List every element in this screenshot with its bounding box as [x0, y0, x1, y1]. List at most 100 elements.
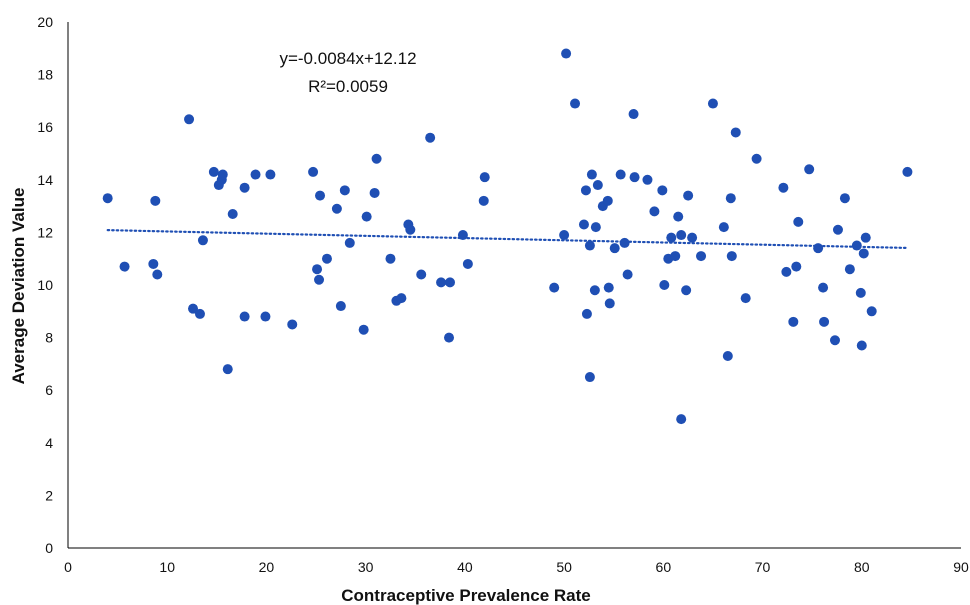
data-point: [740, 293, 751, 304]
data-point: [150, 195, 161, 206]
data-point: [788, 316, 799, 327]
data-point: [315, 190, 326, 201]
data-point: [751, 153, 762, 164]
data-point: [584, 240, 595, 251]
data-point: [676, 414, 687, 425]
data-point: [308, 166, 319, 177]
data-point: [478, 195, 489, 206]
x-tick-label: 90: [953, 559, 969, 575]
data-point: [559, 230, 570, 241]
data-point: [250, 169, 261, 180]
data-point: [102, 193, 113, 204]
data-point: [628, 109, 639, 120]
data-points: [102, 48, 913, 425]
data-point: [629, 172, 640, 183]
data-point: [425, 132, 436, 143]
data-point: [804, 164, 815, 175]
data-point: [657, 185, 668, 196]
data-point: [227, 208, 238, 219]
data-point: [369, 187, 380, 198]
y-tick-label: 20: [37, 14, 53, 30]
data-point: [642, 174, 653, 185]
y-tick-label: 10: [37, 277, 53, 293]
data-point: [197, 235, 208, 246]
data-point: [604, 298, 615, 309]
data-point: [445, 277, 456, 288]
data-point: [479, 172, 490, 183]
data-point: [681, 285, 692, 296]
data-point: [222, 364, 233, 375]
data-point: [208, 166, 219, 177]
data-point: [361, 211, 372, 222]
data-point: [725, 193, 736, 204]
data-point: [687, 232, 698, 243]
data-point: [385, 253, 396, 264]
data-point: [331, 203, 342, 214]
data-point: [339, 185, 350, 196]
x-tick-label: 80: [854, 559, 870, 575]
data-point: [344, 237, 355, 248]
data-point: [781, 266, 792, 277]
data-point: [549, 282, 560, 293]
data-point: [457, 230, 468, 241]
data-point: [586, 169, 597, 180]
x-tick-label: 40: [457, 559, 473, 575]
data-point: [791, 261, 802, 272]
x-tick-label: 70: [755, 559, 771, 575]
x-tick-label: 20: [259, 559, 275, 575]
data-point: [676, 230, 687, 241]
x-tick-label: 30: [358, 559, 374, 575]
data-point: [589, 285, 600, 296]
data-point: [371, 153, 382, 164]
data-point: [818, 282, 829, 293]
data-point: [839, 193, 850, 204]
data-point: [561, 48, 572, 59]
data-point: [321, 253, 332, 264]
data-point: [462, 258, 473, 269]
data-point: [312, 264, 323, 275]
x-tick-labels: 0 10 20 30 40 50 60 70 80 90: [64, 559, 969, 575]
data-point: [866, 306, 877, 317]
data-point: [581, 308, 592, 319]
y-tick-label: 12: [37, 224, 53, 240]
y-tick-label: 0: [45, 540, 53, 556]
data-point: [314, 274, 325, 285]
data-point: [666, 232, 677, 243]
y-tick-label: 4: [45, 435, 53, 451]
y-tick-label: 8: [45, 330, 53, 346]
x-tick-label: 60: [656, 559, 672, 575]
data-point: [444, 332, 455, 343]
data-point: [659, 280, 670, 290]
y-tick-label: 6: [45, 382, 53, 398]
data-point: [855, 287, 866, 298]
data-point: [260, 311, 271, 322]
data-point: [287, 319, 298, 330]
data-point: [722, 351, 733, 362]
data-point: [696, 251, 707, 262]
x-axis-title: Contraceptive Prevalence Rate: [341, 586, 590, 605]
data-point: [602, 195, 613, 206]
data-point: [832, 224, 843, 235]
data-point: [673, 211, 684, 222]
data-point: [829, 335, 840, 346]
y-tick-label: 16: [37, 119, 53, 135]
data-point: [396, 293, 407, 304]
data-point: [603, 282, 614, 293]
data-point: [670, 251, 681, 262]
y-tick-label: 18: [37, 67, 53, 83]
x-tick-label: 10: [159, 559, 175, 575]
data-point: [813, 243, 824, 254]
data-point: [609, 243, 620, 254]
data-point: [718, 222, 729, 233]
data-point: [707, 98, 718, 109]
data-point: [239, 182, 250, 193]
data-point: [778, 182, 789, 193]
y-tick-labels: 0 2 4 6 8 10 12 14 16 18 20: [37, 14, 53, 556]
x-tick-label: 0: [64, 559, 72, 575]
data-point: [819, 316, 830, 327]
data-point: [615, 169, 626, 180]
data-point: [580, 185, 591, 196]
data-point: [858, 248, 869, 259]
y-tick-label: 2: [45, 487, 53, 503]
data-point: [578, 219, 589, 230]
